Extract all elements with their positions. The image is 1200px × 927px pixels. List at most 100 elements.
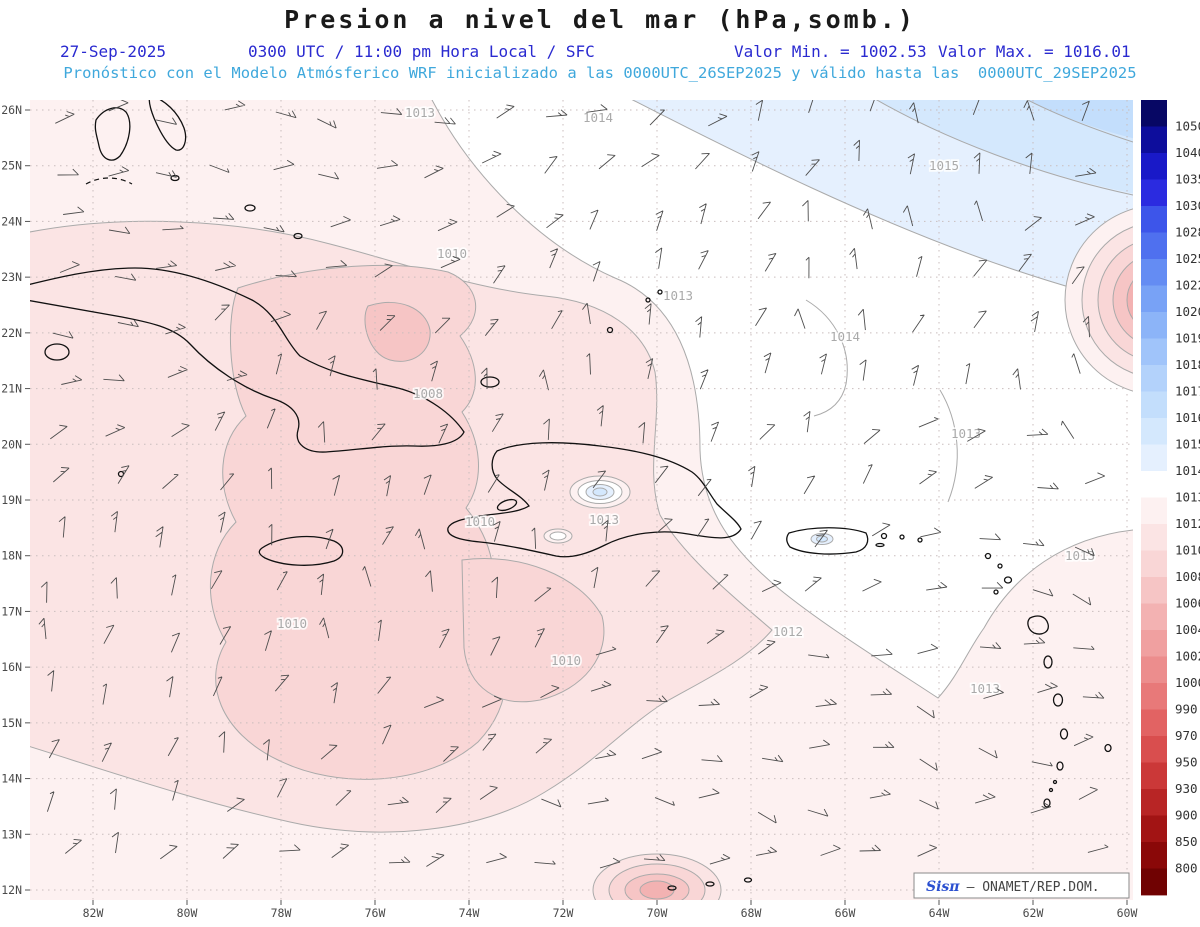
colorbar-segment xyxy=(1141,550,1167,578)
colorbar-tick-label: 1010 xyxy=(1175,543,1200,558)
colorbar-segment xyxy=(1141,789,1167,816)
lon-label: 66W xyxy=(835,906,856,920)
lat-label: 25N xyxy=(1,159,22,173)
lon-label: 60W xyxy=(1117,906,1138,920)
lon-label: 74W xyxy=(459,906,480,920)
colorbar-segment xyxy=(1141,153,1167,180)
hispaniola-coastline xyxy=(447,442,742,558)
branding-org-name: – ONAMET/REP.DOM. xyxy=(967,880,1100,895)
header-time: 0300 UTC / 11:00 pm Hora Local / SFC xyxy=(248,42,595,61)
colorbar-segment xyxy=(1141,577,1167,604)
wind-barb-field xyxy=(38,100,1109,869)
colorbar-tick-label: 1025 xyxy=(1175,251,1200,266)
gridlines xyxy=(30,100,1133,900)
branding-text: Sisπ – ONAMET/REP.DOM. xyxy=(926,879,1100,895)
contour-label: 1013 xyxy=(589,512,619,527)
colorbar-segment xyxy=(1141,709,1167,737)
contour-pocket-1013 xyxy=(939,389,958,503)
colorbar-tick-label: 1050 xyxy=(1175,119,1200,134)
colorbar-tick-label: 850 xyxy=(1175,834,1198,849)
colorbar-tick-label: 1012 xyxy=(1175,516,1200,531)
colorbar-segment xyxy=(1141,312,1167,339)
header-datetime-row: 27-Sep-2025 0300 UTC / 11:00 pm Hora Loc… xyxy=(0,42,1200,62)
lat-label: 16N xyxy=(1,660,22,674)
header-date: 27-Sep-2025 xyxy=(60,42,166,61)
terrain-center-sw xyxy=(549,531,567,541)
vortex-ring-1004 xyxy=(1126,280,1133,320)
branding-background xyxy=(913,872,1130,899)
colorbar-tick-label: 1040 xyxy=(1175,145,1200,160)
contour-label: 1012 xyxy=(773,624,803,639)
colorbar-segment xyxy=(1141,471,1167,498)
colorbar-tick-label: 950 xyxy=(1175,755,1198,770)
contour-label: 1010 xyxy=(551,653,581,668)
contour-label: 1010 xyxy=(437,246,467,261)
lat-label: 12N xyxy=(1,883,22,897)
colorbar-segment xyxy=(1141,418,1167,445)
lon-label: 82W xyxy=(83,906,104,920)
colorbar-segment xyxy=(1141,206,1167,233)
contour-labels: 1013 1014 1015 1010 1013 1014 1008 1013 1010 1013… xyxy=(275,103,1097,698)
colorbar-segment xyxy=(1141,815,1167,843)
colorbar-segment xyxy=(1141,736,1167,763)
lon-label: 70W xyxy=(647,906,668,920)
wind-barbs xyxy=(38,100,1109,869)
colorbar-segment xyxy=(1141,497,1167,525)
colorbar-tick-label: 1002 xyxy=(1175,649,1200,664)
colorbar-segment xyxy=(1141,762,1167,790)
contour-label: 1013 xyxy=(663,288,693,303)
colorbar-segment xyxy=(1141,656,1167,684)
shade-blue-1016-1017 xyxy=(1027,100,1133,139)
lat-label: 17N xyxy=(1,604,22,618)
contour-label: 1014 xyxy=(583,110,613,125)
colorbar-segment xyxy=(1141,868,1167,896)
colorbar-tick-label: 1013 xyxy=(1175,490,1200,505)
contour-label: 1015 xyxy=(929,158,959,173)
colorbar-segment xyxy=(1141,524,1167,551)
colorbar-tick-label: 1019 xyxy=(1175,331,1200,346)
colorbar-tick-label: 1006 xyxy=(1175,596,1200,611)
colorbar-tick-label: 1022 xyxy=(1175,278,1200,293)
contour-label: 1013 xyxy=(405,105,435,120)
lat-label: 22N xyxy=(1,326,22,340)
contour-label: 1014 xyxy=(830,329,860,344)
colorbar-tick-label: 970 xyxy=(1175,728,1198,743)
contour-label: 1008 xyxy=(413,386,443,401)
contour-label: 1010 xyxy=(277,616,307,631)
contour-label: 1013 xyxy=(1065,548,1095,563)
colorbar-tick-label: 1020 xyxy=(1175,304,1200,319)
axis-labels: 82W 80W 78W 76W 74W 72W 70W 68W 66W 64W 62W 60W 26N 2… xyxy=(1,103,1137,920)
vortex-low-pressure-rings xyxy=(1064,208,1133,392)
lat-label: 26N xyxy=(1,103,22,117)
colorbar-tick-label: 1008 xyxy=(1175,569,1200,584)
page-title: Presion a nivel del mar (hPa,somb.) xyxy=(284,5,916,34)
lon-label: 72W xyxy=(553,906,574,920)
lat-label: 23N xyxy=(1,270,22,284)
colorbar-tick-label: 1018 xyxy=(1175,357,1200,372)
colorbar-tick-label: 1015 xyxy=(1175,437,1200,452)
lat-label: 15N xyxy=(1,716,22,730)
colorbar-segment xyxy=(1141,259,1167,286)
colorbar-tick-label: 1030 xyxy=(1175,198,1200,213)
contour-1015 xyxy=(875,100,1133,196)
colorbar-tick-label: 990 xyxy=(1175,702,1198,717)
shade-pink-1008-1010-lobe xyxy=(461,558,605,703)
lat-label: 21N xyxy=(1,382,22,396)
colorbar-segment xyxy=(1141,338,1167,366)
low-pressure-blob-south xyxy=(592,853,722,900)
colorbar-segment xyxy=(1141,391,1167,419)
isla-juventud-coastline xyxy=(44,343,70,361)
colorbar-segment xyxy=(1141,842,1167,869)
contour-label: 1010 xyxy=(465,514,495,529)
lat-label: 18N xyxy=(1,549,22,563)
terrain-center-1016 xyxy=(592,487,608,497)
colorbar-tick-label: 900 xyxy=(1175,808,1198,823)
lon-label: 76W xyxy=(365,906,386,920)
colorbar-segment xyxy=(1141,232,1167,260)
lon-label: 62W xyxy=(1023,906,1044,920)
contour-pocket-1014 xyxy=(805,299,848,417)
colorbar-segment xyxy=(1141,285,1167,313)
lon-label: 80W xyxy=(177,906,198,920)
contour-1016 xyxy=(1026,100,1133,143)
